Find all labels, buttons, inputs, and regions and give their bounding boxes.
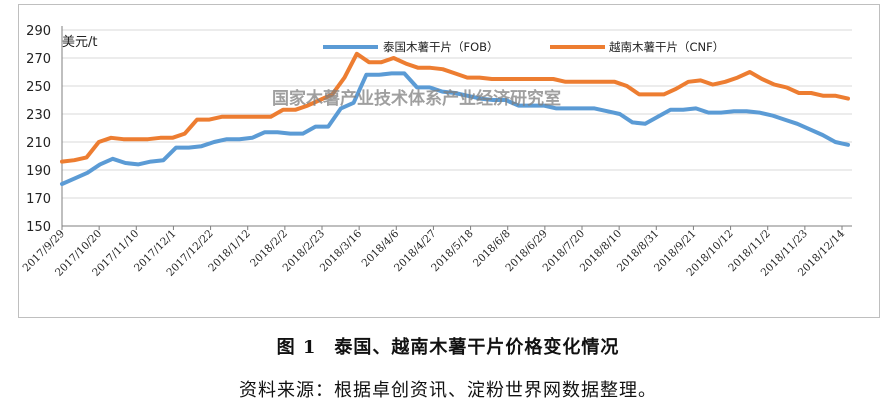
- y-tick-label: 150: [26, 220, 51, 235]
- grid-lines: [62, 29, 852, 227]
- figure-caption: 图 1 泰国、越南木薯干片价格变化情况: [0, 333, 896, 359]
- legend: 泰国木薯干片（FOB） 越南木薯干片（CNF）: [323, 40, 724, 54]
- figure-title: 泰国、越南木薯干片价格变化情况: [334, 337, 620, 358]
- y-tick-label: 190: [26, 164, 51, 179]
- figure-number: 图 1: [276, 337, 317, 358]
- y-axis: 150 170 190 210 230 250 270 290: [26, 24, 63, 235]
- y-tick-label: 170: [26, 192, 51, 207]
- series-lines: [60, 51, 850, 186]
- y-axis-unit-label: 美元/t: [62, 35, 97, 50]
- price-line-chart: 150 170 190 210 230 250 270 290 2017/9/292017/1…: [21, 24, 852, 279]
- y-tick-label: 210: [26, 136, 51, 151]
- y-tick-label: 250: [26, 80, 51, 95]
- y-tick-label: 290: [26, 24, 51, 39]
- y-tick-label: 230: [26, 108, 51, 123]
- series-line-thai: [60, 71, 850, 186]
- legend-label-thai: 泰国木薯干片（FOB）: [383, 40, 499, 54]
- figure-source: 资料来源：根据卓创资讯、淀粉世界网数据整理。: [239, 380, 657, 401]
- x-axis: 2017/9/292017/10/202017/11/102017/12/120…: [21, 225, 852, 279]
- y-tick-label: 270: [26, 52, 51, 67]
- watermark: 国家木薯产业技术体系产业经济研究室: [272, 88, 561, 109]
- series-line-vietnam: [60, 51, 850, 164]
- legend-label-vietnam: 越南木薯干片（CNF）: [609, 40, 724, 54]
- chart-frame: [18, 4, 880, 318]
